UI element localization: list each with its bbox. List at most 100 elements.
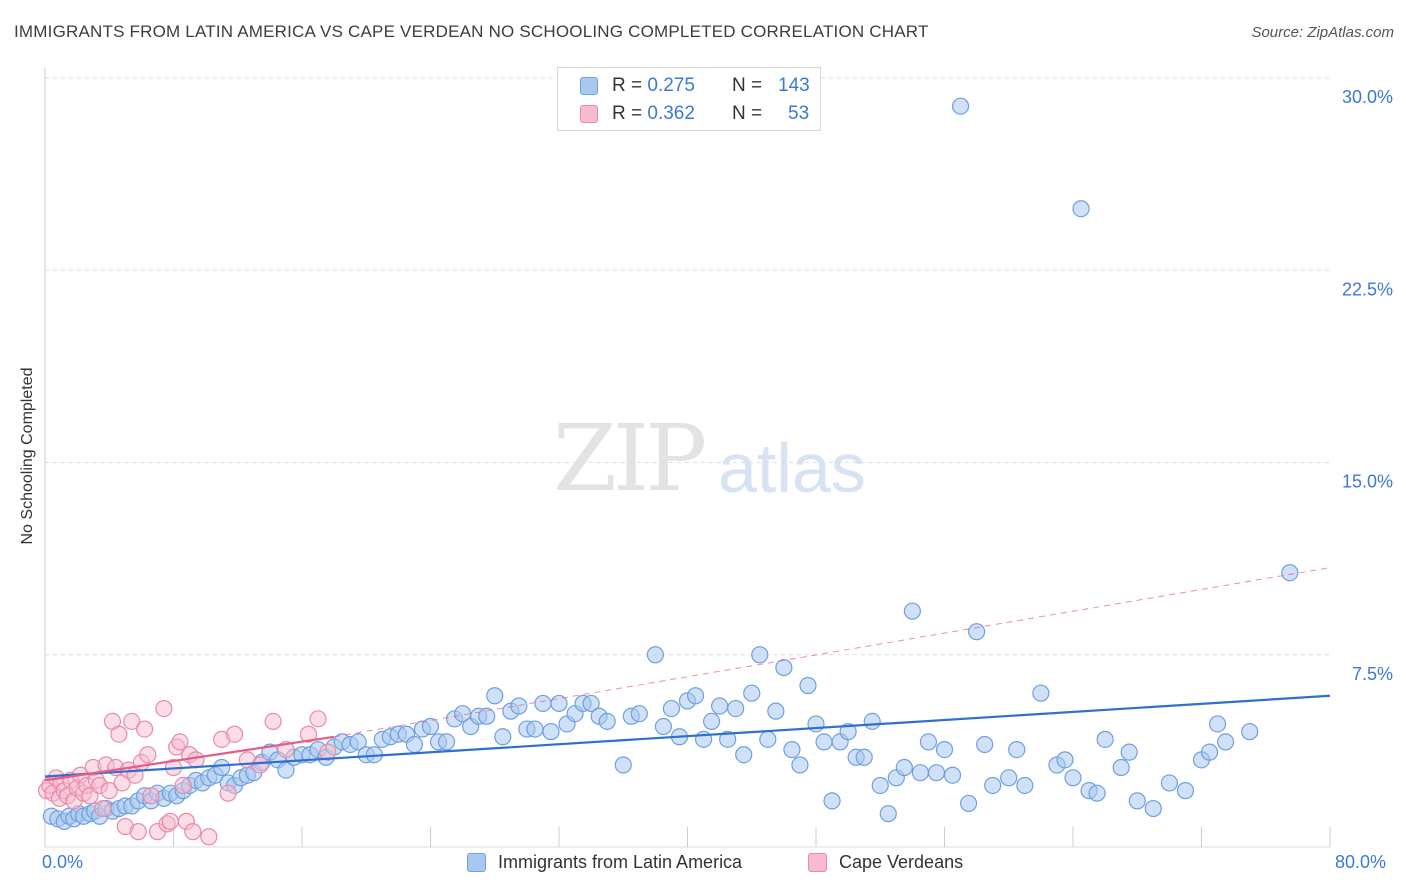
data-point-latin-america: [871, 776, 889, 795]
data-point-cape-verdeans: [251, 756, 269, 774]
series-cape-verdeans-points: [38, 699, 337, 846]
y-axis-tick-labels: 7.5% 15.0% 22.5% 30.0%: [1342, 87, 1393, 684]
data-point-cape-verdeans: [174, 776, 192, 795]
data-point-latin-america: [1176, 782, 1195, 800]
data-point-latin-america: [534, 694, 552, 713]
data-point-latin-america: [911, 764, 930, 782]
data-point-latin-america: [1160, 774, 1178, 792]
data-point-latin-america: [213, 758, 231, 777]
data-point-latin-america: [349, 733, 367, 751]
legend-swatch-pink: [580, 105, 598, 123]
x-axis-min-label: 0.0%: [42, 852, 84, 872]
data-point-latin-america: [839, 723, 857, 741]
legend-item-latin-america: Immigrants from Latin America: [467, 852, 742, 873]
series-latin-america-points: [42, 97, 1299, 830]
data-point-latin-america: [486, 687, 504, 705]
data-point-latin-america: [1056, 751, 1074, 769]
x-axis-ticks: [44, 827, 1331, 848]
legend-r-text: R = 0.362: [612, 103, 732, 125]
data-point-latin-america: [1216, 733, 1235, 751]
data-point-cape-verdeans: [264, 712, 282, 730]
data-point-latin-america: [1008, 740, 1026, 759]
data-point-cape-verdeans: [319, 743, 337, 761]
data-point-latin-america: [526, 720, 544, 738]
data-point-latin-america: [542, 723, 560, 741]
trend-line-latin-america: [44, 694, 1331, 778]
legend-label-cape-verdeans: Cape Verdeans: [839, 852, 964, 872]
data-point-latin-america: [630, 705, 648, 723]
data-point-latin-america: [984, 776, 1002, 795]
data-point-latin-america: [895, 758, 913, 777]
data-point-latin-america: [799, 676, 817, 695]
data-point-latin-america: [582, 694, 600, 713]
data-point-cape-verdeans: [171, 733, 189, 751]
legend-n-value: 53: [788, 103, 810, 124]
data-point-latin-america: [968, 623, 986, 641]
data-point-latin-america: [1120, 743, 1138, 761]
data-point-cape-verdeans: [225, 725, 244, 743]
legend-swatch-blue: [580, 77, 598, 95]
data-point-cape-verdeans: [110, 725, 128, 743]
data-point-latin-america: [927, 764, 946, 782]
data-point-latin-america: [919, 733, 938, 751]
data-point-cape-verdeans: [139, 746, 157, 764]
data-point-latin-america: [879, 805, 897, 823]
legend-label-latin-america: Immigrants from Latin America: [498, 852, 743, 872]
data-point-cape-verdeans: [155, 699, 173, 718]
data-point-latin-america: [1072, 200, 1090, 218]
data-point-latin-america: [1088, 784, 1106, 802]
data-point-latin-america: [1032, 684, 1050, 702]
legend-r-text: R = 0.275: [612, 75, 732, 97]
data-point-latin-america: [437, 733, 456, 751]
trend-line-cape-verdeans-extended: [334, 567, 1331, 738]
data-point-latin-america: [702, 712, 721, 730]
data-point-cape-verdeans: [94, 799, 112, 818]
data-point-latin-america: [510, 697, 528, 715]
data-point-latin-america: [1000, 769, 1018, 787]
series-legend: Immigrants from Latin America Cape Verde…: [0, 852, 1406, 878]
data-point-latin-america: [1144, 799, 1162, 818]
data-point-latin-america: [1096, 730, 1114, 748]
y-tick-label: 22.5%: [1342, 279, 1393, 299]
data-point-latin-america: [494, 728, 512, 746]
y-tick-label: 7.5%: [1352, 664, 1393, 684]
data-point-latin-america: [751, 646, 769, 664]
data-point-latin-america: [654, 717, 673, 736]
data-point-cape-verdeans: [161, 812, 179, 830]
data-point-latin-america: [775, 658, 793, 677]
data-point-latin-america: [727, 699, 745, 718]
data-point-cape-verdeans: [142, 787, 160, 805]
data-point-latin-america: [1200, 743, 1219, 761]
data-point-latin-america: [662, 699, 681, 718]
y-tick-label: 30.0%: [1342, 87, 1393, 107]
data-point-latin-america: [405, 735, 424, 754]
watermark-atlas: atlas: [718, 429, 866, 507]
trend-line-cape-verdeans: [44, 735, 335, 782]
data-point-latin-america: [1241, 723, 1259, 741]
legend-n-label: N =: [732, 103, 763, 124]
legend-swatch-blue: [467, 853, 486, 872]
data-point-cape-verdeans: [299, 725, 318, 743]
data-point-latin-america: [1064, 769, 1082, 787]
data-point-latin-america: [815, 733, 833, 751]
data-point-cape-verdeans: [309, 710, 327, 728]
data-point-latin-america: [783, 740, 801, 759]
data-point-cape-verdeans: [123, 712, 141, 730]
data-point-latin-america: [1128, 792, 1146, 810]
legend-row-cape-verdeans: R = 0.362 N = 53: [580, 101, 809, 127]
legend-r-value: 0.275: [647, 75, 695, 96]
data-point-latin-america: [1016, 776, 1034, 795]
data-point-cape-verdeans: [100, 782, 118, 800]
data-point-latin-america: [863, 712, 881, 730]
legend-n-label: N =: [732, 75, 763, 96]
stats-legend: R = 0.275 N = 143 R = 0.362 N = 53: [557, 67, 821, 131]
legend-swatch-pink: [808, 853, 827, 872]
legend-item-cape-verdeans: Cape Verdeans: [808, 852, 963, 873]
legend-r-label: R =: [612, 75, 648, 96]
data-point-latin-america: [767, 702, 785, 720]
data-point-cape-verdeans: [184, 823, 202, 841]
data-point-latin-america: [478, 707, 496, 725]
data-point-latin-america: [598, 712, 616, 730]
legend-row-latin-america: R = 0.275 N = 143: [580, 73, 810, 99]
